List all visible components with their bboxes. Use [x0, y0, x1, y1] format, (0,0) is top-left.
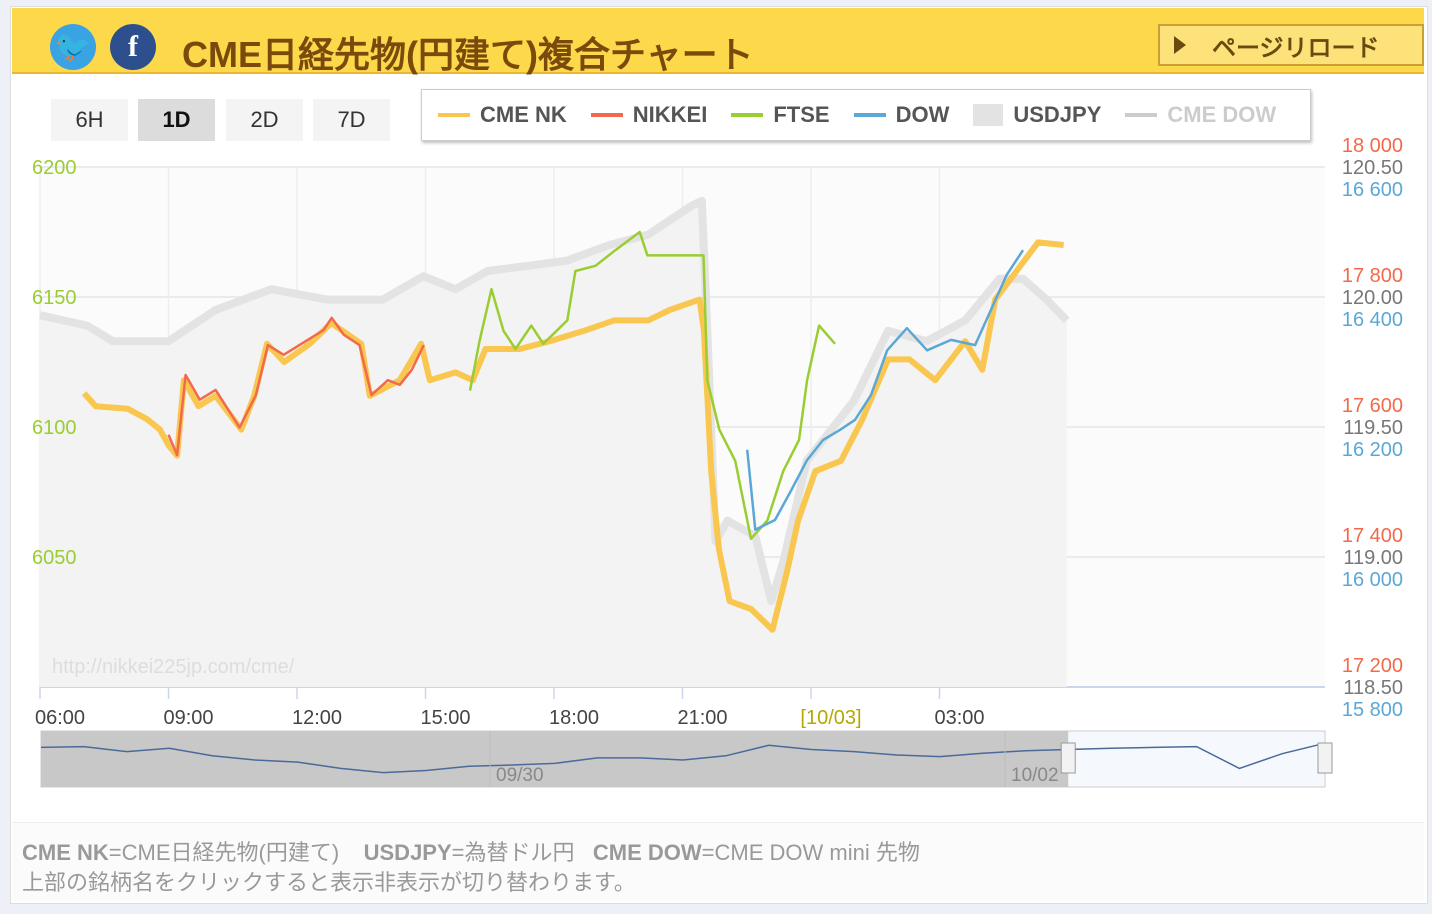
play-icon [1174, 36, 1186, 54]
x-tick-label: [10/03] [800, 707, 861, 729]
legend-label: FTSE [773, 102, 830, 127]
x-tick-label: 21:00 [677, 707, 727, 729]
series-line-nikkei [167, 316, 425, 457]
series-line-ftse [468, 230, 836, 541]
y-right-tick-label-nikkei: 17 200 [1342, 655, 1403, 677]
footer-desc: =CME DOW mini 先物 [701, 840, 920, 865]
x-tick-label: 15:00 [420, 707, 470, 729]
range-1d-button[interactable]: 1D [138, 99, 215, 141]
legend-swatch [1125, 113, 1158, 117]
legend-cme-dow[interactable]: CME DOW [1125, 102, 1276, 128]
legend-label: NIKKEI [632, 102, 708, 127]
series-line-usdjpy [39, 196, 1070, 606]
navigator-date-label: 09/30 [496, 765, 544, 786]
footer-key: CME DOW [592, 840, 702, 865]
footer-key: USDJPY [363, 840, 452, 865]
legend-dow[interactable]: DOW [853, 102, 950, 128]
y-right-tick-label-dow: 16 600 [1342, 179, 1403, 201]
footer-hint: 上部の銘柄名をクリックすると表示非表示が切り替わります。 [22, 870, 636, 895]
y-right-tick-label-dow: 16 200 [1342, 439, 1403, 461]
legend-swatch [731, 113, 764, 117]
y-right-tick-label-usdjpy: 118.50 [1343, 677, 1403, 699]
x-tick-label: 12:00 [292, 707, 342, 729]
legend-swatch [590, 113, 623, 117]
footer-key: CME NK [22, 840, 109, 865]
y-left-tick-label: 6150 [32, 287, 77, 309]
header-bar: 🐦 f CME日経先物(円建て)複合チャート ページリロード [12, 8, 1424, 75]
x-tick-label: 18:00 [549, 707, 599, 729]
navigator-left-handle[interactable] [1060, 742, 1076, 774]
y-right-tick-label-usdjpy: 119.00 [1343, 547, 1403, 569]
x-tick-label: 09:00 [163, 707, 213, 729]
range-6h-button[interactable]: 6H [51, 99, 128, 141]
legend: CME NK NIKKEI FTSE DOW USDJPY CME DOW [421, 89, 1311, 141]
footer-note: CME NK=CME日経先物(円建て) USDJPY=為替ドル円 CME DOW… [12, 822, 1424, 901]
navigator-right-handle[interactable] [1317, 742, 1333, 774]
x-tick-label: 06:00 [35, 707, 85, 729]
legend-swatch [853, 113, 886, 117]
navigator-series [40, 742, 1326, 774]
footer-legend-explanation: CME NK=CME日経先物(円建て) USDJPY=為替ドル円 CME DOW… [22, 835, 920, 867]
y-right-tick-label-nikkei: 17 600 [1342, 395, 1403, 417]
y-left-tick-label: 6050 [32, 547, 77, 569]
page-title: CME日経先物(円建て)複合チャート [182, 34, 754, 75]
legend-label: USDJPY [1013, 102, 1102, 127]
watermark: http://nikkei225jp.com/cme/ [52, 656, 295, 678]
footer-desc: =CME日経先物(円建て) [108, 840, 340, 865]
navigator-mask [41, 731, 1069, 787]
chart-plot: http://nikkei225jp.com/cme/ 06:00 09:00 12… [32, 135, 1403, 788]
legend-ftse[interactable]: FTSE [731, 102, 830, 128]
reload-label: ページリロード [1212, 34, 1380, 62]
legend-label: CME NK [480, 102, 567, 127]
series-line-dow [745, 249, 1025, 531]
legend-usdjpy[interactable]: USDJPY [973, 102, 1101, 128]
navigator-date-label: 10/02 [1011, 765, 1059, 786]
y-left-tick-label: 6200 [32, 157, 77, 179]
y-right-tick-label-usdjpy: 119.50 [1343, 417, 1403, 439]
y-right-tick-label-dow: 15 800 [1342, 699, 1403, 721]
facebook-icon[interactable]: f [110, 24, 156, 70]
legend-label: DOW [895, 102, 950, 127]
y-right-tick-label-usdjpy: 120.00 [1342, 287, 1403, 309]
y-right-tick-label-dow: 16 400 [1342, 309, 1403, 331]
y-right-tick-label-nikkei: 18 000 [1342, 135, 1403, 157]
series-area-usdjpy [40, 200, 1067, 688]
range-2d-button[interactable]: 2D [226, 99, 303, 141]
legend-swatch [438, 113, 470, 117]
series-line-cme-nk [81, 239, 1065, 633]
footer-desc: =為替ドル円 [451, 840, 575, 865]
y-left-tick-label: 6100 [32, 417, 77, 439]
legend-label: CME DOW [1167, 102, 1277, 127]
y-right-tick-label-nikkei: 17 400 [1342, 525, 1403, 547]
legend-nikkei[interactable]: NIKKEI [590, 102, 708, 128]
y-right-tick-label-usdjpy: 120.50 [1342, 157, 1403, 179]
twitter-icon[interactable]: 🐦 [50, 24, 96, 70]
legend-swatch [973, 104, 1004, 126]
y-right-tick-label-dow: 16 000 [1342, 569, 1403, 591]
reload-button[interactable]: ページリロード [1158, 24, 1424, 66]
y-right-tick-label-nikkei: 17 800 [1342, 265, 1403, 287]
legend-cme-nk[interactable]: CME NK [438, 102, 567, 128]
x-tick-label: 03:00 [934, 707, 984, 729]
range-7d-button[interactable]: 7D [313, 99, 390, 141]
